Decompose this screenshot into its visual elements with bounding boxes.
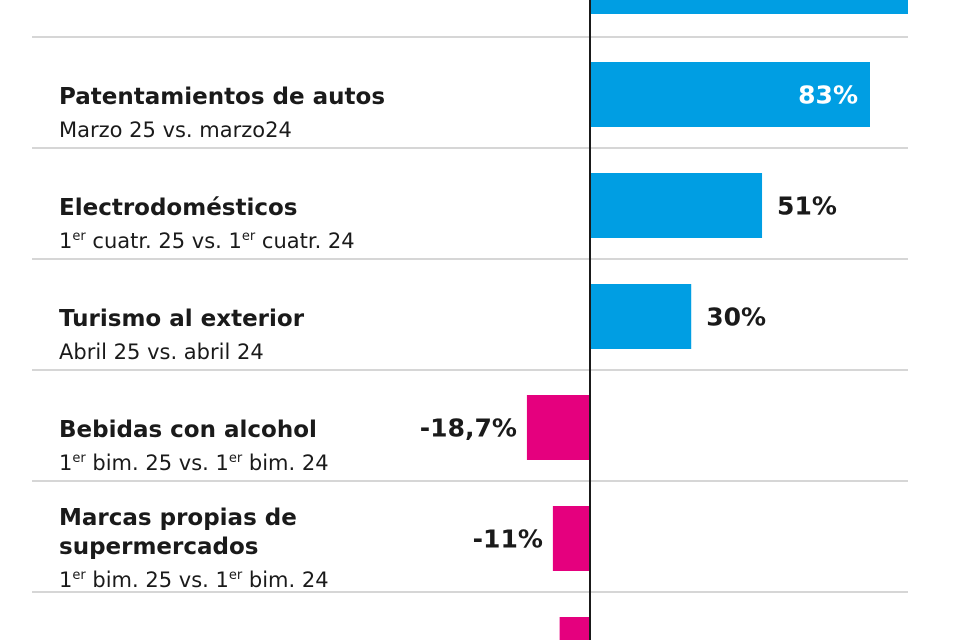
bar	[559, 617, 590, 640]
bar	[590, 62, 870, 127]
category-subtitle: Abril 25 vs. abril 24	[59, 340, 264, 364]
category-subtitle: 1er bim. 25 vs. 1er bim. 24	[59, 568, 329, 592]
category-subtitle: Marzo 25 vs. marzo24	[59, 118, 292, 142]
bar	[590, 284, 692, 349]
data-label: 83%	[798, 81, 858, 110]
data-label: -11%	[473, 525, 543, 554]
bar	[526, 395, 590, 460]
category-subtitle: Enero 25 vs. enero 24	[59, 0, 290, 1]
category-title: Patentamientos de autos	[59, 84, 385, 110]
data-label: 51%	[777, 192, 837, 221]
bar	[552, 506, 590, 571]
category-title: Turismo al exterior	[59, 306, 305, 332]
category-title: Electrodomésticos	[59, 195, 298, 221]
bar	[590, 173, 763, 238]
category-title: supermercados	[59, 534, 259, 560]
category-title: Bebidas con alcohol	[59, 417, 317, 443]
data-label: -9%	[497, 636, 550, 640]
category-subtitle: 1er cuatr. 25 vs. 1er cuatr. 24	[59, 229, 355, 253]
category-subtitle: 1er bim. 25 vs. 1er bim. 24	[59, 451, 329, 475]
category-title: Marcas propias de	[59, 505, 297, 531]
data-label: -18,7%	[420, 414, 517, 443]
data-label: 30%	[706, 303, 766, 332]
bar	[590, 0, 908, 14]
